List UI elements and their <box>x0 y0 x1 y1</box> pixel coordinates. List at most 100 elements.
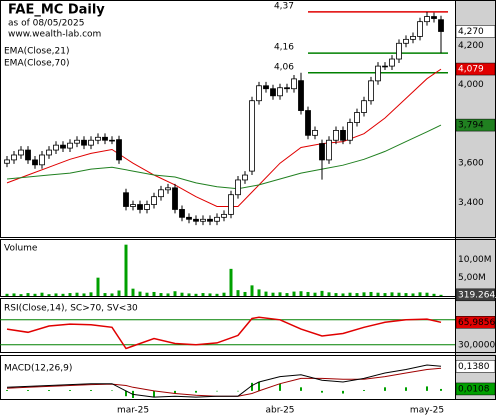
panel-title: Volume <box>4 244 38 254</box>
candle-body <box>235 179 241 196</box>
volume-bar <box>383 293 387 296</box>
candle-body <box>46 149 52 156</box>
volume-bar <box>404 293 408 296</box>
value-tag: 319.264 <box>458 290 495 300</box>
macd-histogram-bar <box>426 386 428 391</box>
candle-body <box>123 192 129 207</box>
volume-bar <box>425 292 429 296</box>
macd-histogram-bar <box>216 390 218 392</box>
macd-histogram-bar <box>237 390 239 392</box>
legend-entry: EMA(Close,70) <box>4 59 69 69</box>
candle-body <box>11 154 17 161</box>
volume-bar <box>271 292 275 296</box>
volume-bar <box>208 293 212 296</box>
chart-title: FAE_MC Daily <box>8 3 105 18</box>
candle-body <box>200 218 206 222</box>
volume-bar <box>278 292 282 296</box>
candle-body <box>417 21 423 37</box>
macd-histogram-bar <box>153 390 155 398</box>
candle-body <box>298 80 304 111</box>
volume-bar <box>397 292 401 296</box>
candle-body <box>340 130 346 141</box>
candle-body <box>32 159 38 166</box>
macd-histogram-bar <box>258 381 260 391</box>
candle-body <box>186 216 192 220</box>
macd-histogram-bar <box>125 390 127 397</box>
candle-body <box>193 218 199 222</box>
candle-body <box>347 122 353 141</box>
candle-body <box>74 139 80 144</box>
level-label: 4,06 <box>274 62 294 72</box>
macd-histogram-bar <box>342 390 344 394</box>
volume-bar <box>306 291 310 296</box>
value-tag: 65,9856 <box>458 318 495 328</box>
candle-body <box>249 100 255 172</box>
volume-bar <box>61 293 65 296</box>
candle-body <box>151 196 157 205</box>
macd-histogram-bar <box>111 390 113 392</box>
candle-body <box>39 154 45 166</box>
candle-body <box>361 100 367 113</box>
candle-body <box>375 65 381 82</box>
candle-body <box>137 204 143 210</box>
macd-histogram-bar <box>174 390 176 394</box>
volume-bar <box>159 293 163 296</box>
y-tick-label: 3,400 <box>458 198 484 208</box>
candle-body <box>81 139 87 146</box>
volume-bar <box>145 292 149 296</box>
candle-body <box>354 112 360 123</box>
candle-body <box>207 218 213 222</box>
macd-histogram-bar <box>279 383 281 391</box>
candle-body <box>277 87 283 97</box>
rsi-line <box>6 316 442 350</box>
x-tick-label: may-25 <box>410 406 444 416</box>
candle-body <box>67 142 73 149</box>
value-tag-bg <box>455 360 496 373</box>
value-tag: 3,794 <box>458 121 484 131</box>
volume-bar <box>131 288 135 296</box>
candle-body <box>172 187 178 210</box>
volume-bar <box>5 293 9 296</box>
macd-histogram-bar <box>48 389 50 391</box>
volume-bar <box>138 291 142 296</box>
marks-layer <box>4 11 448 398</box>
candle-body <box>410 36 416 40</box>
volume-bar <box>257 289 261 296</box>
volume-bar <box>75 292 79 296</box>
panel-title: MACD(12,26,9) <box>4 364 72 374</box>
macd-line <box>6 364 442 398</box>
volume-bar <box>292 291 296 296</box>
candle-body <box>312 130 318 136</box>
volume-bar <box>390 292 394 296</box>
candle-body <box>438 19 444 32</box>
grid-layer <box>0 319 455 346</box>
volume-bar <box>201 293 205 296</box>
candle-body <box>4 159 10 164</box>
value-tag-bg <box>455 288 496 302</box>
volume-bar <box>82 293 86 296</box>
volume-bar <box>320 290 324 296</box>
volume-bar <box>355 293 359 296</box>
volume-bar <box>362 292 366 296</box>
candle-body <box>214 216 220 222</box>
volume-bar <box>236 290 240 296</box>
candle-body <box>326 139 332 161</box>
candle-body <box>242 174 248 181</box>
candle-body <box>403 38 409 44</box>
volume-bar <box>327 292 331 296</box>
volume-bar <box>341 293 345 296</box>
macd-histogram-bar <box>300 387 302 391</box>
candle-body <box>333 130 339 141</box>
subtitle: as of 08/05/2025 <box>8 19 84 29</box>
value-tag: 4,079 <box>458 65 484 75</box>
volume-bar <box>180 292 184 296</box>
macd-histogram-bar <box>384 387 386 391</box>
candle-body <box>165 187 171 191</box>
candle-body <box>116 139 122 161</box>
candle-body <box>130 204 136 207</box>
candle-body <box>263 85 269 90</box>
volume-bar <box>376 292 380 296</box>
volume-bar <box>96 277 100 296</box>
candle-body <box>368 80 374 102</box>
